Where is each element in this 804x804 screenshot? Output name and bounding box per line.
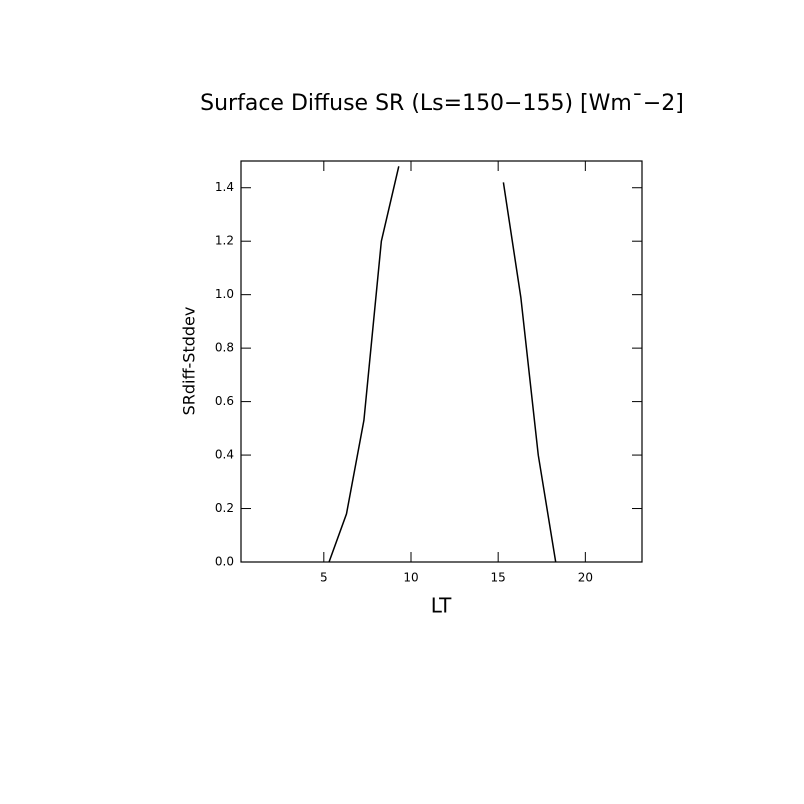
- y-tick-label: 1.2: [215, 234, 234, 248]
- y-tick-label: 0.6: [215, 394, 234, 408]
- y-tick-label: 1.4: [215, 180, 234, 194]
- x-tick-label: 10: [403, 571, 418, 585]
- y-axis-label: SRdiff-Stddev: [180, 307, 199, 416]
- y-tick-label: 0.4: [215, 448, 234, 462]
- y-tick-label: 0.8: [215, 341, 234, 355]
- y-tick-label: 0.2: [215, 501, 234, 515]
- plot-area: [328, 166, 557, 562]
- chart-title: Surface Diffuse SR (Ls=150−155) [Wm¯−2]: [200, 91, 684, 116]
- y-tick-label: 1.0: [215, 287, 234, 301]
- x-tick-label: 20: [578, 571, 593, 585]
- x-tick-label: 5: [320, 571, 328, 585]
- x-axis-label: LT: [431, 594, 452, 618]
- plot-frame: [240, 160, 643, 563]
- x-tick-label: 15: [491, 571, 506, 585]
- data-line: [328, 166, 557, 562]
- y-tick-label: 0.0: [215, 555, 234, 569]
